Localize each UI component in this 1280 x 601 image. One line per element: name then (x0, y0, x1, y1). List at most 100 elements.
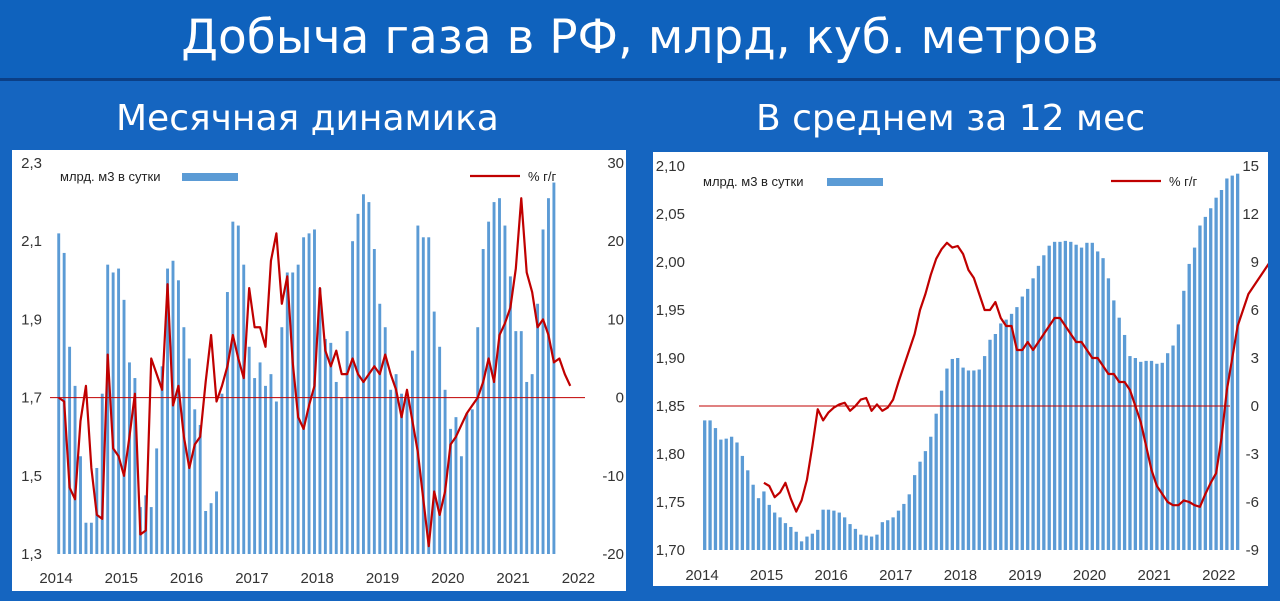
page-title: Добыча газа в РФ, млрд, куб. метров (181, 10, 1099, 65)
y-left-tick-label: 1,95 (656, 302, 685, 319)
y-right-tick-label: 20 (607, 233, 624, 250)
bar (912, 475, 917, 550)
bar (454, 417, 458, 554)
bar (1042, 255, 1046, 550)
bar (302, 237, 306, 554)
bar (751, 484, 755, 550)
bar (896, 510, 901, 550)
bar (552, 182, 556, 555)
bar (799, 541, 804, 550)
y-left-tick-label: 1,85 (656, 398, 685, 415)
bar (977, 369, 981, 550)
bar (1031, 278, 1035, 550)
bar (438, 346, 442, 554)
x-tick-label: 2015 (750, 567, 783, 584)
bar (155, 448, 159, 554)
bar (269, 374, 273, 554)
bar (1128, 356, 1132, 550)
bar (1139, 361, 1143, 550)
y-right-tick-label: 12 (1242, 206, 1259, 223)
legend-line-label: % г/г (1169, 174, 1198, 189)
legend-bar-swatch (182, 173, 238, 181)
bar (869, 536, 874, 550)
x-tick-label: 2015 (105, 570, 138, 587)
bar (149, 507, 153, 554)
y-right-tick-label: 6 (1251, 302, 1259, 319)
y-left-tick-label: 1,90 (656, 350, 685, 367)
annual-average-chart: 1,70 1,75 1,80 1,85 1,90 1,95 2,00 2,05 2,10 -9 -6… (656, 158, 1268, 584)
bar (756, 498, 761, 550)
bar (400, 393, 403, 554)
left-chart-heading: Месячная динамика (116, 98, 499, 139)
bar (1198, 225, 1202, 550)
bar (487, 221, 491, 554)
bar (988, 339, 992, 550)
bar (1074, 244, 1078, 550)
bar (394, 374, 398, 554)
bar (1235, 173, 1240, 550)
bar (1171, 345, 1175, 550)
bar (193, 409, 197, 554)
y-right-tick-label: 15 (1242, 158, 1259, 175)
bar (264, 385, 267, 554)
legend-bar-swatch (827, 178, 883, 186)
bar (740, 455, 745, 550)
bar (79, 456, 82, 554)
bar (1112, 300, 1116, 550)
bar (508, 276, 512, 554)
y-right-tick-label: 9 (1251, 254, 1259, 271)
bar (470, 409, 474, 554)
bar (859, 534, 863, 550)
bar (1052, 241, 1057, 550)
bar (843, 517, 847, 550)
bar (1026, 288, 1030, 550)
bar (1085, 242, 1089, 551)
bar (1122, 334, 1127, 550)
bar (875, 534, 879, 550)
bar (1015, 307, 1019, 550)
bar (1020, 296, 1024, 550)
bar (832, 510, 836, 550)
bar (100, 393, 104, 554)
x-tick-label: 2019 (1008, 567, 1041, 584)
bar (514, 331, 518, 554)
bar (122, 299, 126, 554)
x-tick-label: 2014 (39, 570, 72, 587)
bar (1079, 247, 1084, 550)
bar (1149, 360, 1154, 550)
annual-average-chart-panel: 1,70 1,75 1,80 1,85 1,90 1,95 2,00 2,05 2,10 -9 -6… (653, 152, 1268, 586)
yoy-line (763, 241, 1268, 513)
bar (503, 225, 507, 554)
y-right-tick-label: -6 (1246, 494, 1259, 511)
bar (215, 491, 218, 554)
bar (389, 389, 393, 554)
bar (117, 268, 121, 554)
x-tick-label: 2014 (685, 567, 718, 584)
bar (929, 436, 933, 550)
bar (1069, 241, 1073, 550)
bar (57, 233, 61, 554)
monthly-chart: 1,3 1,5 1,7 1,9 2,1 2,3 -20 -10 0 10 20 30 2014 2015 2… (21, 155, 624, 587)
monthly-chart-panel: 1,3 1,5 1,7 1,9 2,1 2,3 -20 -10 0 10 20 30 2014 2015 2… (12, 150, 626, 591)
bar (972, 370, 976, 550)
bar (837, 512, 841, 550)
bar (1004, 319, 1008, 550)
bar (1117, 317, 1121, 550)
legend-line-label: % г/г (528, 169, 557, 184)
x-tick-label: 2017 (879, 567, 912, 584)
bar (939, 390, 944, 550)
legend-bar-label: млрд. м3 в сутки (703, 174, 803, 189)
x-tick-label: 2017 (235, 570, 268, 587)
bar (713, 428, 718, 550)
bar (356, 213, 360, 554)
bar (821, 509, 825, 550)
bar (111, 272, 115, 554)
bar (1096, 251, 1100, 550)
bar (1219, 190, 1224, 550)
bar (826, 509, 831, 550)
y-right-tick-label: 3 (1251, 350, 1259, 367)
bar (1214, 197, 1218, 550)
bar (708, 420, 712, 550)
bar (891, 517, 895, 550)
bar (724, 438, 728, 550)
